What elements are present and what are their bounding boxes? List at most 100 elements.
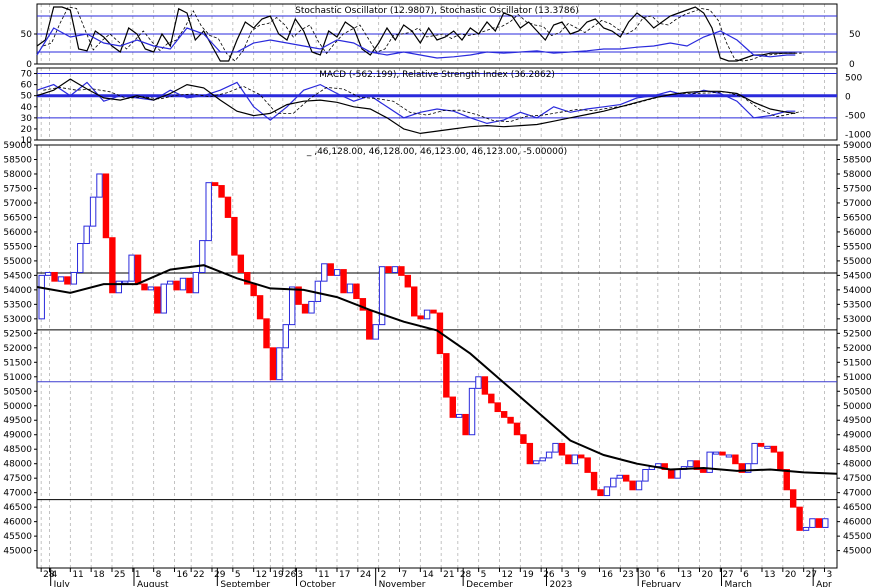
candle-77 [533, 460, 540, 465]
candle-86 [590, 471, 598, 491]
candle-105 [712, 451, 720, 455]
candle-28 [218, 185, 225, 198]
candle-20 [166, 280, 174, 285]
x-tick-label-29: 16 [602, 570, 614, 580]
x-tick-label-31: 30 [639, 570, 651, 580]
panel-title-1: MACD (-562.199), Relative Strength Index… [319, 70, 555, 80]
month-label-5: December [466, 580, 513, 587]
candle-14 [128, 254, 135, 282]
series-line-0-1 [36, 27, 796, 59]
candle-30 [231, 216, 238, 256]
panel-title-2: _ ,46,128.00, 46,128.00, 46,123.00, 46,1… [306, 147, 567, 157]
candle-83 [571, 454, 579, 465]
series-line-1-1 [36, 78, 796, 135]
candle-72 [500, 411, 508, 418]
candle-93 [635, 480, 643, 491]
candle-23 [186, 277, 193, 294]
x-tick-label-21: 21 [443, 570, 454, 580]
candle-12 [115, 280, 122, 294]
x-tick-label-35: 27 [722, 570, 733, 580]
y-tick-label-right-2-11: 50500 [843, 387, 872, 397]
candle-117 [789, 489, 797, 508]
x-tick-label-13: 26 [285, 570, 297, 580]
panel-title-0: Stochastic Oscillator (12.9807), Stochas… [295, 6, 579, 16]
candle-2 [51, 271, 58, 282]
candle-82 [565, 454, 572, 465]
x-tick-label-15: 11 [318, 570, 329, 580]
y-tick-label-left-2-13: 51500 [3, 358, 32, 368]
y-tick-label-left-2-18: 54000 [3, 286, 32, 296]
y-tick-label-right-2-7: 48500 [843, 445, 872, 455]
candle-7 [83, 225, 90, 245]
candle-90 [616, 474, 623, 479]
candle-103 [700, 468, 707, 473]
candle-22 [179, 277, 187, 291]
candle-13 [121, 280, 129, 284]
y-tick-label-left-1-4: 50 [21, 92, 33, 102]
candle-118 [796, 506, 803, 531]
y-tick-label-left-2-17: 53500 [3, 300, 32, 310]
candle-55 [391, 266, 399, 273]
candle-98 [667, 468, 675, 479]
candle-31 [237, 254, 245, 273]
candle-41 [301, 303, 309, 314]
y-tick-label-right-2-9: 49500 [843, 416, 872, 426]
candle-29 [224, 196, 232, 218]
x-tick-label-19: 7 [402, 570, 408, 580]
candle-121 [815, 518, 823, 528]
x-tick-label-5: 1 [135, 570, 141, 580]
panel-frame-1 [36, 67, 838, 141]
candle-87 [597, 489, 604, 497]
candle-16 [141, 283, 148, 291]
y-tick-label-right-2-14: 52000 [843, 344, 872, 354]
signal-line-1 [43, 85, 802, 123]
y-tick-label-left-0-1: 50 [21, 30, 33, 40]
candle-104 [706, 451, 713, 473]
candle-92 [629, 480, 636, 491]
y-tick-label-left-2-12: 51000 [3, 373, 32, 383]
candle-99 [674, 468, 681, 479]
candle-45 [327, 263, 334, 276]
candle-42 [308, 300, 315, 314]
y-tick-label-right-2-1: 45500 [843, 532, 872, 542]
x-tick-label-36: 6 [743, 570, 749, 580]
candle-94 [642, 468, 649, 482]
candle-67 [468, 387, 476, 436]
candle-5 [70, 271, 78, 285]
y-tick-label-right-2-13: 51500 [843, 358, 872, 368]
x-tick-label-40: 3 [827, 570, 833, 580]
y-tick-label-right-2-5: 47500 [843, 474, 872, 484]
y-tick-label-right-2-22: 56000 [843, 228, 872, 238]
candle-84 [578, 454, 585, 459]
x-tick-label-1: 4 [52, 570, 58, 580]
candle-74 [513, 422, 521, 436]
candle-76 [526, 442, 534, 465]
y-tick-label-right-2-0: 45000 [843, 547, 872, 557]
y-tick-label-right-2-21: 55500 [843, 242, 872, 252]
month-label-8: March [725, 580, 752, 587]
x-tick-label-18: 2 [381, 570, 387, 580]
y-tick-label-right-2-15: 52500 [843, 329, 872, 339]
candle-39 [288, 286, 296, 326]
x-tick-label-16: 17 [339, 570, 350, 580]
y-tick-label-left-2-27: 58500 [3, 155, 32, 165]
candle-63 [443, 353, 450, 398]
candle-15 [134, 254, 142, 285]
candle-120 [809, 518, 816, 528]
month-label-3: October [300, 580, 336, 587]
candle-10 [102, 173, 110, 239]
y-tick-label-left-2-3: 46500 [3, 503, 32, 513]
candle-110 [745, 463, 752, 473]
candle-9 [96, 173, 103, 198]
candle-50 [359, 298, 367, 311]
y-tick-label-right-1-2: 0 [845, 92, 851, 102]
month-label-4: November [379, 580, 426, 587]
x-tick-label-12: 19 [272, 570, 284, 580]
x-tick-label-24: 12 [502, 570, 513, 580]
x-tick-label-38: 20 [785, 570, 797, 580]
x-tick-label-2: 11 [72, 570, 83, 580]
y-tick-label-right-2-19: 54500 [843, 271, 872, 281]
candle-73 [507, 416, 514, 424]
y-tick-label-left-2-0: 45000 [3, 547, 32, 557]
